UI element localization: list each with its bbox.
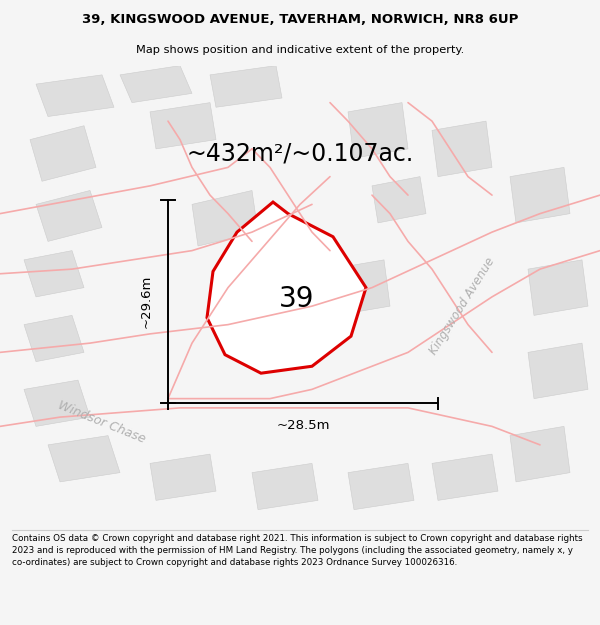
Text: Map shows position and indicative extent of the property.: Map shows position and indicative extent…	[136, 44, 464, 54]
Text: ~28.5m: ~28.5m	[276, 419, 330, 432]
Polygon shape	[210, 66, 282, 108]
Polygon shape	[432, 454, 498, 501]
Text: 39: 39	[279, 286, 314, 313]
Polygon shape	[36, 191, 102, 241]
Text: Kingswood Avenue: Kingswood Avenue	[427, 255, 497, 357]
Polygon shape	[48, 436, 120, 482]
Polygon shape	[432, 121, 492, 177]
Polygon shape	[24, 316, 84, 362]
Polygon shape	[24, 251, 84, 297]
Polygon shape	[348, 463, 414, 509]
Polygon shape	[252, 463, 318, 509]
Polygon shape	[372, 177, 426, 223]
Text: 39, KINGSWOOD AVENUE, TAVERHAM, NORWICH, NR8 6UP: 39, KINGSWOOD AVENUE, TAVERHAM, NORWICH,…	[82, 13, 518, 26]
Polygon shape	[528, 343, 588, 399]
Polygon shape	[207, 202, 366, 373]
Text: ~29.6m: ~29.6m	[140, 275, 153, 328]
Polygon shape	[192, 191, 258, 246]
Polygon shape	[510, 426, 570, 482]
Polygon shape	[510, 168, 570, 223]
Polygon shape	[150, 102, 216, 149]
Polygon shape	[30, 126, 96, 181]
Polygon shape	[150, 454, 216, 501]
Polygon shape	[330, 260, 390, 316]
Polygon shape	[258, 251, 306, 306]
Polygon shape	[348, 102, 408, 158]
Text: ~432m²/~0.107ac.: ~432m²/~0.107ac.	[187, 141, 413, 166]
Polygon shape	[528, 260, 588, 316]
Polygon shape	[120, 66, 192, 102]
Text: Windsor Chase: Windsor Chase	[56, 398, 148, 445]
Polygon shape	[36, 75, 114, 116]
Polygon shape	[24, 380, 90, 426]
Text: Contains OS data © Crown copyright and database right 2021. This information is : Contains OS data © Crown copyright and d…	[12, 534, 583, 567]
